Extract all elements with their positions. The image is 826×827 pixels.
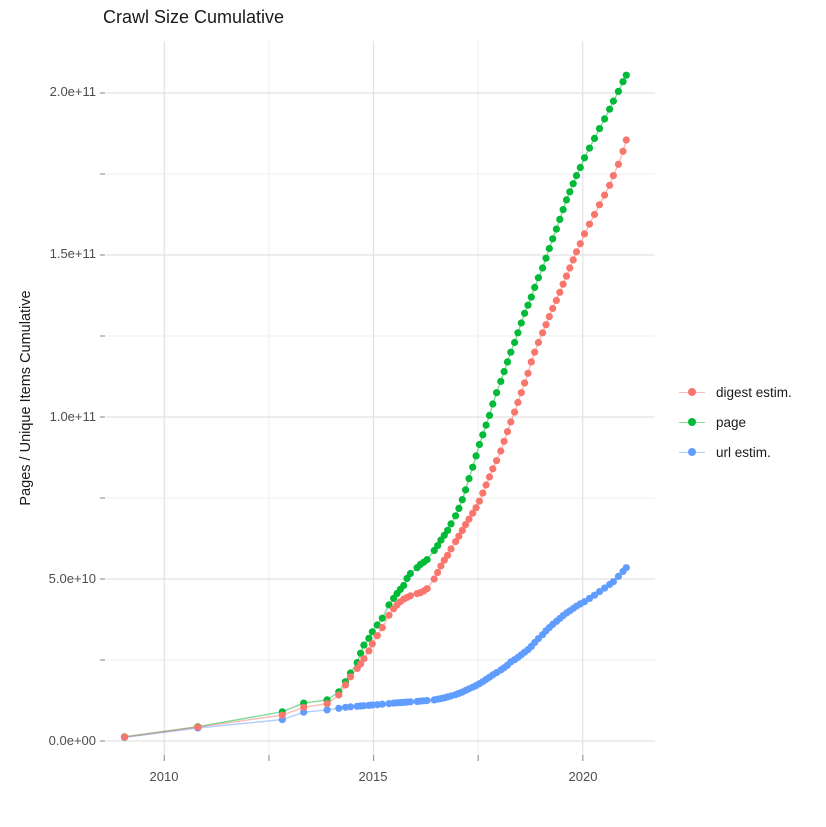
legend-item-url: url estim. <box>678 437 792 467</box>
y-tick-label-3: 1.5e+11 <box>49 246 96 261</box>
legend-label-page: page <box>716 414 747 430</box>
y-tick-label-0: 0.0e+00 <box>48 733 96 748</box>
legend-marker-page-icon <box>678 415 706 429</box>
legend-item-digest: digest estim. <box>678 377 792 407</box>
legend-marker-url-icon <box>678 445 706 459</box>
y-tick-label-4: 2.0e+11 <box>49 84 96 99</box>
legend-label-digest: digest estim. <box>716 384 792 400</box>
x-tick-label-2020: 2020 <box>568 769 598 784</box>
legend: digest estim. page url estim. <box>678 377 792 467</box>
x-tick-label-2015: 2015 <box>358 769 388 784</box>
legend-label-url: url estim. <box>716 444 771 460</box>
y-tick-label-2: 1.0e+11 <box>49 409 96 424</box>
y-tick-label-1: 5.0e+10 <box>48 571 96 586</box>
legend-item-page: page <box>678 407 792 437</box>
plot-title: Crawl Size Cumulative <box>103 7 285 27</box>
x-tick-label-2010: 2010 <box>149 769 179 784</box>
y-axis-title: Pages / Unique Items Cumulative <box>18 290 34 506</box>
legend-marker-digest-icon <box>678 385 706 399</box>
